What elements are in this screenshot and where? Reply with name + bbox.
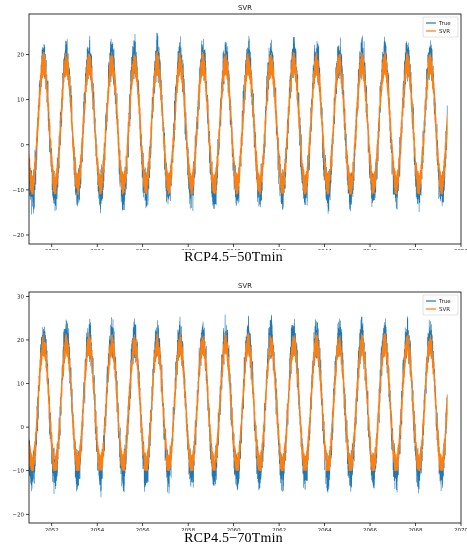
x-tick-label: 2040 bbox=[227, 249, 241, 250]
y-tick-label: 0 bbox=[21, 425, 25, 431]
x-tick-label: 2062 bbox=[272, 528, 286, 531]
x-tick-label: 2050 bbox=[454, 249, 467, 250]
x-tick-label: 2064 bbox=[318, 528, 332, 531]
series-line-svr bbox=[28, 51, 448, 195]
x-tick-label: 2044 bbox=[318, 249, 332, 250]
x-tick-label: 2034 bbox=[90, 249, 104, 250]
x-tick-label: 2054 bbox=[90, 528, 104, 531]
chart-panel-70tmin: SVR 2052 2054 2056 2058 2060 2062 2064 2066 2068 2… bbox=[0, 279, 467, 550]
plot-frame bbox=[28, 13, 462, 245]
x-tick-label: 2066 bbox=[363, 528, 377, 531]
legend-box bbox=[422, 16, 459, 38]
y-tick-label: −20 bbox=[12, 233, 24, 239]
chart-svg: SVR 2032 2034 2036 2038 2040 2042 2044 2046 2048 2… bbox=[12, 4, 467, 250]
x-tick-label: 2036 bbox=[136, 249, 150, 250]
x-tick-label: 2070 bbox=[454, 528, 467, 531]
y-tick-label: 30 bbox=[17, 294, 24, 300]
legend-label: SVR bbox=[439, 29, 450, 35]
x-tick-label: 2060 bbox=[227, 528, 241, 531]
chart-title: SVR bbox=[238, 282, 252, 290]
x-tick-label: 2058 bbox=[181, 528, 195, 531]
x-tick-label: 2046 bbox=[363, 249, 377, 250]
figure-caption: RCP4.5−70Tmin bbox=[184, 531, 283, 546]
legend-label: True bbox=[438, 21, 451, 27]
y-tick-label: 0 bbox=[21, 143, 25, 149]
x-tick-label: 2032 bbox=[45, 249, 59, 250]
y-tick-label: −10 bbox=[12, 469, 24, 475]
x-tick-label: 2068 bbox=[409, 528, 423, 531]
plot-frame bbox=[28, 291, 462, 524]
x-tick-label: 2052 bbox=[45, 528, 59, 531]
chart-svg: SVR 2052 2054 2056 2058 2060 2062 2064 2066 2068 2… bbox=[12, 282, 467, 531]
chart-title: SVR bbox=[238, 4, 252, 12]
x-tick-label: 2038 bbox=[181, 249, 195, 250]
y-tick-label: 10 bbox=[17, 382, 24, 388]
legend-box bbox=[422, 294, 459, 316]
x-tick-label: 2056 bbox=[136, 528, 150, 531]
legend-label: True bbox=[438, 299, 451, 305]
y-tick-label: 10 bbox=[17, 98, 24, 104]
y-tick-label: −10 bbox=[12, 188, 24, 194]
figure-caption: RCP4.5−50Tmin bbox=[184, 250, 283, 265]
x-tick-label: 2042 bbox=[272, 249, 286, 250]
legend-label: SVR bbox=[439, 307, 450, 313]
y-tick-label: −20 bbox=[12, 512, 24, 518]
y-tick-label: 20 bbox=[17, 53, 24, 59]
y-tick-label: 20 bbox=[17, 338, 24, 344]
x-tick-label: 2048 bbox=[409, 249, 423, 250]
chart-panel-50tmin: SVR 2032 2034 2036 2038 2040 2042 2044 2046 2048 2… bbox=[0, 0, 467, 272]
series-line-svr bbox=[28, 332, 448, 472]
